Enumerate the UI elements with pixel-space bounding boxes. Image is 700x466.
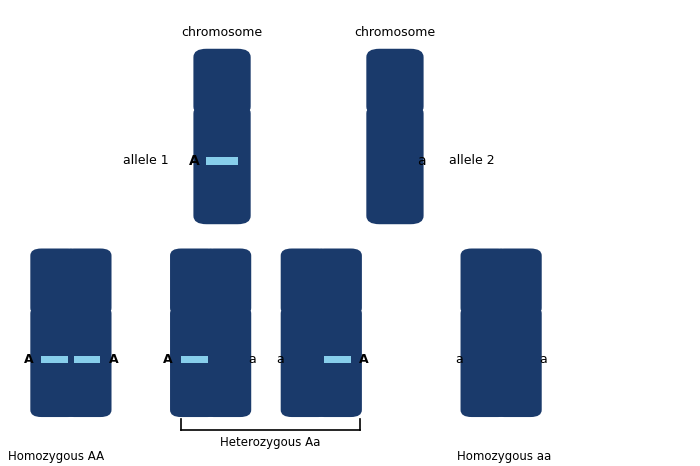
Bar	[41, 356, 68, 363]
FancyBboxPatch shape	[202, 306, 251, 417]
FancyBboxPatch shape	[461, 306, 509, 417]
FancyBboxPatch shape	[366, 105, 424, 224]
Text: Homozygous aa: Homozygous aa	[457, 450, 552, 463]
Text: allele 1: allele 1	[122, 154, 169, 167]
FancyBboxPatch shape	[313, 248, 362, 315]
FancyBboxPatch shape	[493, 248, 542, 315]
Bar	[206, 157, 237, 164]
Text: Homozygous AA: Homozygous AA	[8, 450, 104, 463]
FancyBboxPatch shape	[366, 49, 424, 115]
FancyBboxPatch shape	[170, 306, 218, 417]
Text: a: a	[248, 353, 256, 366]
FancyBboxPatch shape	[170, 248, 218, 315]
Text: chromosome: chromosome	[181, 27, 262, 40]
Text: chromosome: chromosome	[354, 27, 435, 40]
FancyBboxPatch shape	[281, 306, 330, 417]
Text: allele 2: allele 2	[449, 154, 494, 167]
FancyBboxPatch shape	[313, 306, 362, 417]
FancyBboxPatch shape	[63, 248, 111, 315]
Text: A: A	[108, 353, 118, 366]
Text: a: a	[456, 353, 463, 366]
Text: a: a	[539, 353, 547, 366]
Bar	[181, 356, 208, 363]
FancyBboxPatch shape	[461, 248, 509, 315]
Text: a: a	[417, 154, 426, 168]
Bar	[324, 356, 351, 363]
FancyBboxPatch shape	[493, 306, 542, 417]
Text: Heterozygous Aa: Heterozygous Aa	[220, 437, 321, 449]
Text: A: A	[24, 353, 33, 366]
FancyBboxPatch shape	[193, 105, 251, 224]
FancyBboxPatch shape	[30, 306, 79, 417]
Text: A: A	[163, 353, 173, 366]
FancyBboxPatch shape	[281, 248, 330, 315]
FancyBboxPatch shape	[202, 248, 251, 315]
FancyBboxPatch shape	[63, 306, 111, 417]
Text: A: A	[359, 353, 369, 366]
FancyBboxPatch shape	[193, 49, 251, 115]
FancyBboxPatch shape	[30, 248, 79, 315]
Bar	[74, 356, 100, 363]
Text: a: a	[276, 353, 284, 366]
Text: A: A	[189, 154, 199, 168]
